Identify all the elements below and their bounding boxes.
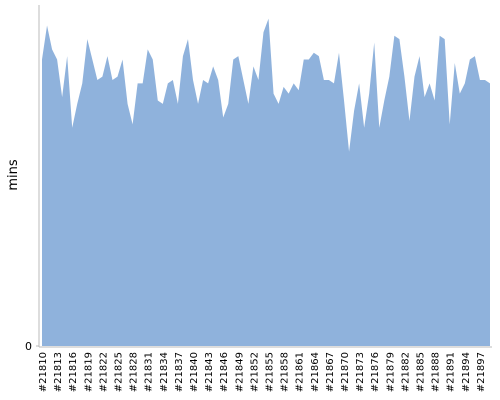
y-axis-label: mins — [6, 159, 21, 191]
x-tick-label: #21852 — [249, 352, 260, 392]
x-tick-label: #21861 — [295, 352, 306, 392]
x-tick-label: #21864 — [310, 352, 321, 392]
x-tick-label: #21822 — [98, 352, 109, 392]
x-tick-label: #21846 — [219, 352, 230, 392]
x-tick-label: #21837 — [174, 352, 185, 392]
x-tick-label: #21810 — [38, 352, 49, 392]
y-tick-label: 0 — [25, 340, 32, 353]
area — [42, 18, 490, 346]
x-tick-label: #21858 — [280, 352, 291, 392]
x-tick-label: #21816 — [68, 352, 79, 392]
x-tick-label: #21840 — [189, 352, 200, 392]
x-tick-label: #21825 — [114, 352, 125, 392]
x-tick-label: #21831 — [144, 352, 155, 392]
x-tick-label: #21885 — [416, 352, 427, 392]
x-tick-label: #21813 — [53, 352, 64, 392]
x-tick-label: #21849 — [234, 352, 245, 392]
x-tick-label: #21870 — [340, 352, 351, 392]
x-tick-label: #21834 — [159, 352, 170, 392]
x-tick-label: #21855 — [265, 352, 276, 392]
x-tick-label: #21873 — [355, 352, 366, 392]
x-tick-label: #21897 — [476, 352, 487, 392]
x-tick-label: #21891 — [446, 352, 457, 392]
x-tick-label: #21888 — [431, 352, 442, 392]
x-tick-label: #21894 — [461, 352, 472, 392]
x-tick-label: #21879 — [385, 352, 396, 392]
x-tick-label: #21876 — [370, 352, 381, 392]
x-tick-label: #21882 — [400, 352, 411, 392]
x-tick-label: #21828 — [129, 352, 140, 392]
x-tick-label: #21819 — [83, 352, 94, 392]
x-tick-label: #21867 — [325, 352, 336, 392]
x-tick-label: #21843 — [204, 352, 215, 392]
